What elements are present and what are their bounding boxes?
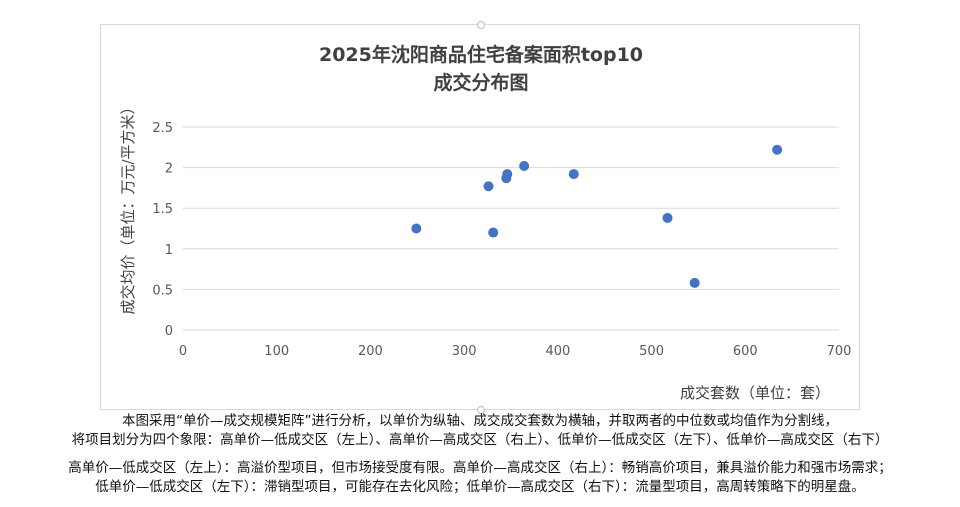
x-tick-label: 400 [545, 344, 570, 359]
explanation-line-2: 将项目划分为四个象限：高单价—低成交区（左上）、高单价—高成交区（右上）、低单价… [71, 432, 889, 448]
data-point [519, 160, 530, 171]
data-point [488, 227, 499, 238]
explanation-line-1: 本图采用“单价—成交规模矩阵”进行分析，以单价为纵轴、成交成交套数为横轴，并取两… [122, 413, 838, 429]
x-tick-label: 200 [358, 344, 383, 359]
data-point [689, 277, 700, 288]
resize-handle-bottom[interactable] [477, 406, 485, 414]
x-tick-label: 600 [733, 344, 758, 359]
y-axis-ticks: 0 0.5 1 1.5 2 2.5 [152, 121, 173, 339]
chart-title-line2: 成交分布图 [433, 71, 528, 94]
x-axis-ticks: 0 100 200 300 400 500 600 700 [179, 344, 852, 359]
data-point [483, 181, 494, 192]
data-point [502, 169, 513, 180]
data-point [411, 223, 422, 234]
y-tick-label: 2 [165, 162, 173, 177]
y-tick-label: 1 [165, 243, 173, 258]
x-tick-label: 700 [827, 344, 852, 359]
scatter-chart: 2025年沈阳商品住宅备案面积top10 成交分布图 00.511.522.5 … [119, 43, 852, 402]
y-tick-label: 1.5 [152, 202, 173, 217]
x-axis-label: 成交套数（单位：套） [680, 384, 830, 402]
y-tick-label: 2.5 [152, 121, 173, 136]
y-tick-label: 0.5 [152, 283, 173, 298]
explanation-line-4: 低单价—低成交区（左下）：滞销型项目，可能存在去化风险；低单价—高成交区（右下）… [95, 479, 865, 495]
gridlines [183, 126, 839, 331]
x-tick-label: 0 [179, 344, 187, 359]
resize-handle-top[interactable] [477, 21, 485, 29]
x-tick-label: 300 [452, 344, 477, 359]
data-point [772, 144, 783, 155]
y-axis-label: 成交均价（单位：万元/平方米） [119, 99, 137, 314]
x-tick-label: 500 [639, 344, 664, 359]
data-point [662, 212, 673, 223]
chart-title-line1: 2025年沈阳商品住宅备案面积top10 [319, 43, 643, 66]
data-points [411, 144, 783, 288]
y-tick-label: 0 [165, 324, 173, 339]
explanation-line-3: 高单价—低成交区（左上）：高溢价型项目，但市场接受度有限。高单价—高成交区（右上… [68, 460, 892, 476]
data-point [568, 169, 579, 180]
chart-frame: 2025年沈阳商品住宅备案面积top10 成交分布图 0 0.5 1 1.5 2 2.5 … [100, 21, 860, 414]
x-tick-label: 100 [264, 344, 289, 359]
